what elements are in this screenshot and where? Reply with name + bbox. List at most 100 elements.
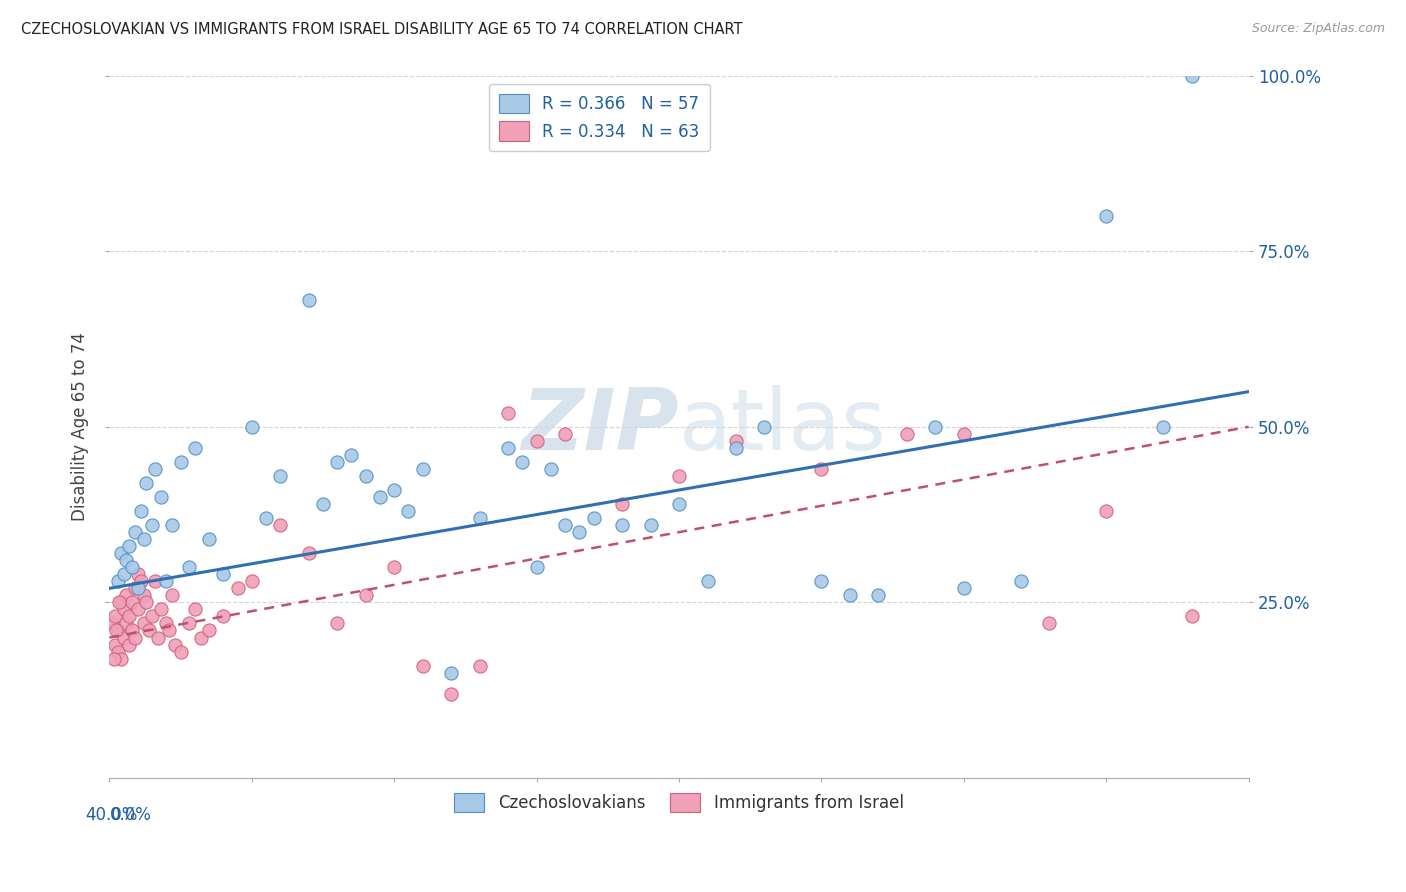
Point bbox=[103, 651, 125, 665]
Point bbox=[179, 560, 201, 574]
Point bbox=[108, 595, 131, 609]
Text: Source: ZipAtlas.com: Source: ZipAtlas.com bbox=[1251, 22, 1385, 36]
Point bbox=[163, 638, 186, 652]
Point bbox=[526, 560, 548, 574]
Point bbox=[132, 532, 155, 546]
Point bbox=[121, 624, 143, 638]
Point bbox=[115, 553, 138, 567]
Point bbox=[340, 448, 363, 462]
Point bbox=[190, 631, 212, 645]
Point bbox=[440, 665, 463, 680]
Point bbox=[526, 434, 548, 448]
Point bbox=[269, 518, 291, 533]
Point bbox=[112, 567, 135, 582]
Point bbox=[554, 426, 576, 441]
Point bbox=[924, 419, 946, 434]
Point bbox=[696, 574, 718, 589]
Point bbox=[138, 624, 160, 638]
Point bbox=[179, 616, 201, 631]
Point bbox=[135, 595, 157, 609]
Point bbox=[149, 490, 172, 504]
Point bbox=[115, 588, 138, 602]
Point bbox=[269, 469, 291, 483]
Point bbox=[724, 441, 747, 455]
Point bbox=[198, 624, 221, 638]
Point bbox=[382, 483, 405, 497]
Point bbox=[127, 582, 149, 596]
Point bbox=[368, 490, 391, 504]
Point bbox=[568, 525, 591, 540]
Point bbox=[298, 293, 321, 308]
Point bbox=[107, 574, 129, 589]
Point bbox=[953, 582, 976, 596]
Point bbox=[121, 595, 143, 609]
Point bbox=[724, 434, 747, 448]
Point bbox=[141, 609, 163, 624]
Point bbox=[212, 609, 235, 624]
Point bbox=[184, 441, 207, 455]
Point bbox=[382, 560, 405, 574]
Point bbox=[146, 631, 169, 645]
Point bbox=[127, 567, 149, 582]
Point bbox=[1095, 504, 1118, 518]
Point bbox=[107, 624, 129, 638]
Point bbox=[124, 631, 146, 645]
Point bbox=[129, 574, 152, 589]
Point bbox=[132, 616, 155, 631]
Point bbox=[118, 539, 141, 553]
Point bbox=[868, 588, 890, 602]
Point bbox=[118, 638, 141, 652]
Point bbox=[118, 609, 141, 624]
Point bbox=[468, 511, 491, 525]
Point bbox=[141, 518, 163, 533]
Point bbox=[1010, 574, 1032, 589]
Point bbox=[212, 567, 235, 582]
Point bbox=[110, 595, 132, 609]
Point bbox=[112, 602, 135, 616]
Point bbox=[810, 462, 832, 476]
Point bbox=[1095, 209, 1118, 223]
Point bbox=[896, 426, 918, 441]
Point bbox=[440, 687, 463, 701]
Point bbox=[354, 588, 377, 602]
Point bbox=[496, 441, 519, 455]
Point bbox=[240, 419, 263, 434]
Point bbox=[112, 631, 135, 645]
Point bbox=[115, 616, 138, 631]
Point bbox=[1038, 616, 1060, 631]
Point bbox=[127, 602, 149, 616]
Point bbox=[160, 518, 183, 533]
Point bbox=[143, 574, 166, 589]
Point bbox=[326, 616, 349, 631]
Point bbox=[412, 462, 434, 476]
Point bbox=[540, 462, 562, 476]
Point bbox=[754, 419, 776, 434]
Point bbox=[810, 574, 832, 589]
Point bbox=[110, 651, 132, 665]
Text: CZECHOSLOVAKIAN VS IMMIGRANTS FROM ISRAEL DISABILITY AGE 65 TO 74 CORRELATION CH: CZECHOSLOVAKIAN VS IMMIGRANTS FROM ISRAE… bbox=[21, 22, 742, 37]
Point bbox=[668, 469, 690, 483]
Point bbox=[143, 462, 166, 476]
Point bbox=[121, 560, 143, 574]
Point bbox=[254, 511, 277, 525]
Point bbox=[198, 532, 221, 546]
Point bbox=[610, 497, 633, 511]
Point bbox=[226, 582, 249, 596]
Point bbox=[157, 624, 180, 638]
Point bbox=[1152, 419, 1174, 434]
Text: 40.0%: 40.0% bbox=[86, 806, 138, 824]
Text: atlas: atlas bbox=[679, 385, 887, 468]
Point bbox=[668, 497, 690, 511]
Point bbox=[298, 546, 321, 560]
Point bbox=[838, 588, 860, 602]
Point bbox=[1181, 609, 1204, 624]
Point bbox=[184, 602, 207, 616]
Point bbox=[953, 426, 976, 441]
Point bbox=[412, 658, 434, 673]
Legend: Czechoslovakians, Immigrants from Israel: Czechoslovakians, Immigrants from Israel bbox=[447, 786, 910, 819]
Point bbox=[132, 588, 155, 602]
Text: ZIP: ZIP bbox=[522, 385, 679, 468]
Point bbox=[554, 518, 576, 533]
Point bbox=[124, 525, 146, 540]
Point bbox=[610, 518, 633, 533]
